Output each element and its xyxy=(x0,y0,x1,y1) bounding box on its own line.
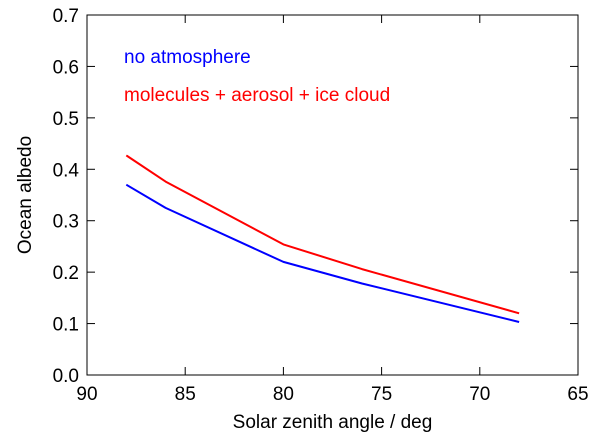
x-tick-label: 75 xyxy=(371,384,392,405)
y-axis-label: Ocean albedo xyxy=(15,136,36,254)
x-tick-label: 90 xyxy=(76,384,97,405)
y-tick-label: 0.3 xyxy=(53,212,79,233)
x-tick-label: 80 xyxy=(273,384,294,405)
y-tick-label: 0.7 xyxy=(53,6,79,27)
x-tick-label: 85 xyxy=(175,384,196,405)
y-tick-label: 0.1 xyxy=(53,315,79,336)
legend-entry-2: molecules + aerosol + ice cloud xyxy=(124,85,390,106)
series-line-1 xyxy=(125,183,520,323)
x-tick-label: 65 xyxy=(567,384,588,405)
x-axis-label: Solar zenith angle / deg xyxy=(233,412,433,433)
legend: no atmosphere molecules + aerosol + ice c… xyxy=(124,47,390,106)
plot-frame xyxy=(86,14,579,376)
y-tick-label: 0.4 xyxy=(53,160,80,181)
series-layer xyxy=(125,154,520,323)
x-axis-ticks: 90 85 80 75 70 65 xyxy=(76,15,589,405)
y-tick-label: 0.2 xyxy=(53,263,79,284)
x-tick-label: 70 xyxy=(469,384,490,405)
legend-entry-1: no atmosphere xyxy=(124,47,251,68)
y-tick-label: 0.6 xyxy=(53,57,79,78)
y-tick-label: 0.0 xyxy=(53,366,79,387)
series-line-2 xyxy=(125,154,520,315)
y-axis-ticks: 0.0 0.1 0.2 0.3 0.4 0.5 0.6 0.7 xyxy=(53,6,578,387)
y-tick-label: 0.5 xyxy=(53,109,79,130)
